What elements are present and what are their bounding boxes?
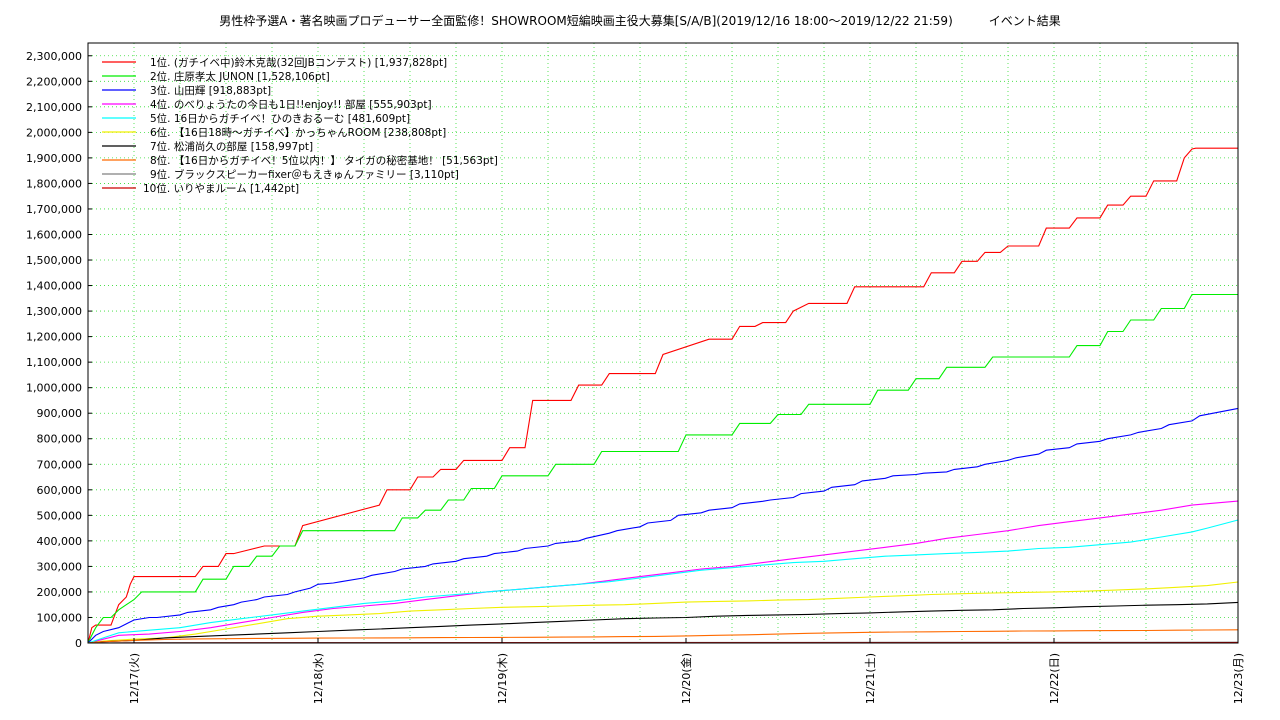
y-tick-label: 1,900,000 xyxy=(26,152,82,165)
y-tick-label: 600,000 xyxy=(37,484,83,497)
x-axis-ticks: 12/17(火) 12/18(水) 12/19(木) 12/20(金) 12/21(土)… xyxy=(128,638,1245,704)
legend-label: 6位. 【16日18時～ガチイベ】かっちゃんROOM [238,808pt] xyxy=(150,126,446,139)
series-line-3 xyxy=(87,407,1239,644)
y-tick-label: 100,000 xyxy=(37,611,83,624)
y-tick-label: 1,100,000 xyxy=(26,356,82,369)
y-tick-label: 2,000,000 xyxy=(26,126,82,139)
x-tick-label: 12/22(日) xyxy=(1048,653,1061,704)
legend-label: 2位. 庄原孝太 JUNON [1,528,106pt] xyxy=(150,70,330,83)
y-tick-label: 1,200,000 xyxy=(26,331,82,344)
y-axis-ticks: 0 100,000 200,000 300,000 400,000 500,000 600,… xyxy=(26,50,92,650)
legend-label: 5位. 16日からガチイベ！ひのきおるーむ [481,609pt] xyxy=(150,112,410,125)
x-tick-label: 12/17(火) xyxy=(128,653,141,704)
series-line-7 xyxy=(87,601,1239,644)
series-line-8 xyxy=(87,629,1239,644)
y-tick-label: 700,000 xyxy=(37,458,83,471)
x-tick-label: 12/23(月) xyxy=(1232,653,1245,704)
plot-frame xyxy=(87,42,1239,644)
y-tick-label: 1,600,000 xyxy=(26,228,82,241)
y-tick-label: 200,000 xyxy=(37,586,83,599)
legend-label: 4位. のべりょうたの今日も1日!!enjoy!! 部屋 [555,903pt] xyxy=(150,98,432,111)
series-line-4 xyxy=(87,500,1239,644)
y-tick-label: 1,700,000 xyxy=(26,203,82,216)
series-line-6 xyxy=(87,581,1239,644)
x-tick-label: 12/18(水) xyxy=(312,653,325,704)
y-tick-label: 900,000 xyxy=(37,407,83,420)
x-tick-label: 12/20(金) xyxy=(679,653,693,704)
legend-label: 9位. ブラックスピーカーfixer＠もえきゅんファミリー [3,110pt] xyxy=(150,168,459,181)
y-tick-label: 2,300,000 xyxy=(26,50,82,63)
y-tick-label: 500,000 xyxy=(37,509,83,522)
y-tick-label: 2,100,000 xyxy=(26,101,82,114)
y-tick-label: 1,400,000 xyxy=(26,280,82,293)
series-lines xyxy=(87,147,1239,644)
series-line-5 xyxy=(87,519,1239,644)
y-tick-label: 1,800,000 xyxy=(26,177,82,190)
y-tick-label: 1,000,000 xyxy=(26,382,82,395)
y-tick-label: 300,000 xyxy=(37,560,83,573)
legend-label: 10位. いりやまルーム [1,442pt] xyxy=(143,182,299,195)
chart-title: 男性枠予選A・著名映画プロデューサー全面監修！SHOWROOM短編映画主役大募集… xyxy=(219,14,1061,28)
y-tick-label: 2,200,000 xyxy=(26,75,82,88)
legend: 1位. (ガチイベ中)鈴木克哉(32回JBコンテスト) [1,937,828pt… xyxy=(102,56,498,195)
legend-label: 1位. (ガチイベ中)鈴木克哉(32回JBコンテスト) [1,937,828pt… xyxy=(150,56,447,69)
y-tick-label: 1,300,000 xyxy=(26,305,82,318)
y-tick-label: 0 xyxy=(75,637,82,650)
x-tick-label: 12/19(木) xyxy=(496,653,509,704)
y-tick-label: 1,500,000 xyxy=(26,254,82,267)
series-line-1 xyxy=(87,147,1238,644)
y-tick-label: 800,000 xyxy=(37,433,83,446)
legend-label: 3位. 山田輝 [918,883pt] xyxy=(150,84,271,97)
y-tick-label: 400,000 xyxy=(37,535,83,548)
series-line-2 xyxy=(87,293,1238,644)
legend-label: 7位. 松浦尚久の部屋 [158,997pt] xyxy=(150,140,313,153)
legend-label: 8位. 【16日からガチイベ！5位以内！】 タイガの秘密基地！ [51,563p… xyxy=(150,154,498,167)
x-tick-label: 12/21(土) xyxy=(864,653,877,704)
